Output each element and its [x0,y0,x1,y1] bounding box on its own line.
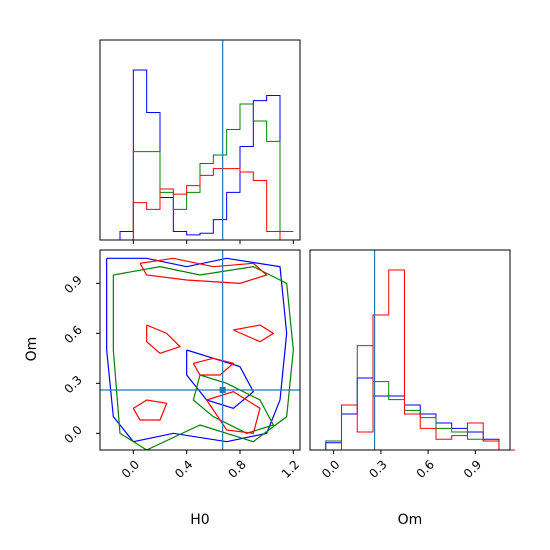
om-marginal-panel: 0.0 0.3 0.6 0.9 [309,249,515,481]
contour-outer-0 [106,257,288,443]
joint-y-tick-label-0: 0.0 [61,423,84,446]
contour-outer-2 [112,266,294,450]
joint-panel-frame [99,249,301,451]
x-axis-label-om: Om [398,512,423,528]
h0-panel-frame [99,39,301,241]
om-x-tick-label-0: 0.0 [319,457,342,480]
contour-blob-8 [206,391,261,434]
h0-marginal-panel [99,39,301,244]
om-x-tick-label-2: 0.6 [414,457,437,480]
contour-blob-5 [146,324,182,355]
om-x-tick-label-3: 0.9 [461,457,484,480]
h0-hist-series-2 [120,168,294,241]
contour-blob-4 [139,257,268,284]
y-axis-label-om: Om [24,337,40,362]
h0-hist-series-1 [120,103,294,241]
joint-contour-panel: 0.0 0.4 0.8 1.2 0.0 0.3 0.6 0.9 [61,249,302,481]
joint-y-tick-label-3: 0.9 [61,273,84,296]
joint-x-tick-label-3: 1.2 [279,457,302,480]
contour-blob-7 [132,399,168,421]
joint-contour-group [106,257,294,450]
om-hist-series-1 [325,345,515,451]
joint-x-tick-label-2: 0.8 [225,457,248,480]
contour-inner-3 [192,374,275,434]
om-panel-frame [309,249,511,451]
joint-x-tick-label-0: 0.0 [119,457,142,480]
joint-y-tick-label-2: 0.6 [61,323,84,346]
x-axis-label-h0: H0 [190,512,209,528]
contour-blob-6 [192,357,235,376]
joint-truth-marker [219,387,226,393]
om-x-tick-label-1: 0.3 [366,457,389,480]
joint-y-tick-label-1: 0.3 [61,373,84,396]
contour-inner-1 [186,349,255,410]
joint-x-tick-label-1: 0.4 [172,457,195,480]
om-hist-series-2 [325,269,515,451]
h0-hist-series-0 [119,69,294,241]
contour-blob-9 [233,324,275,343]
